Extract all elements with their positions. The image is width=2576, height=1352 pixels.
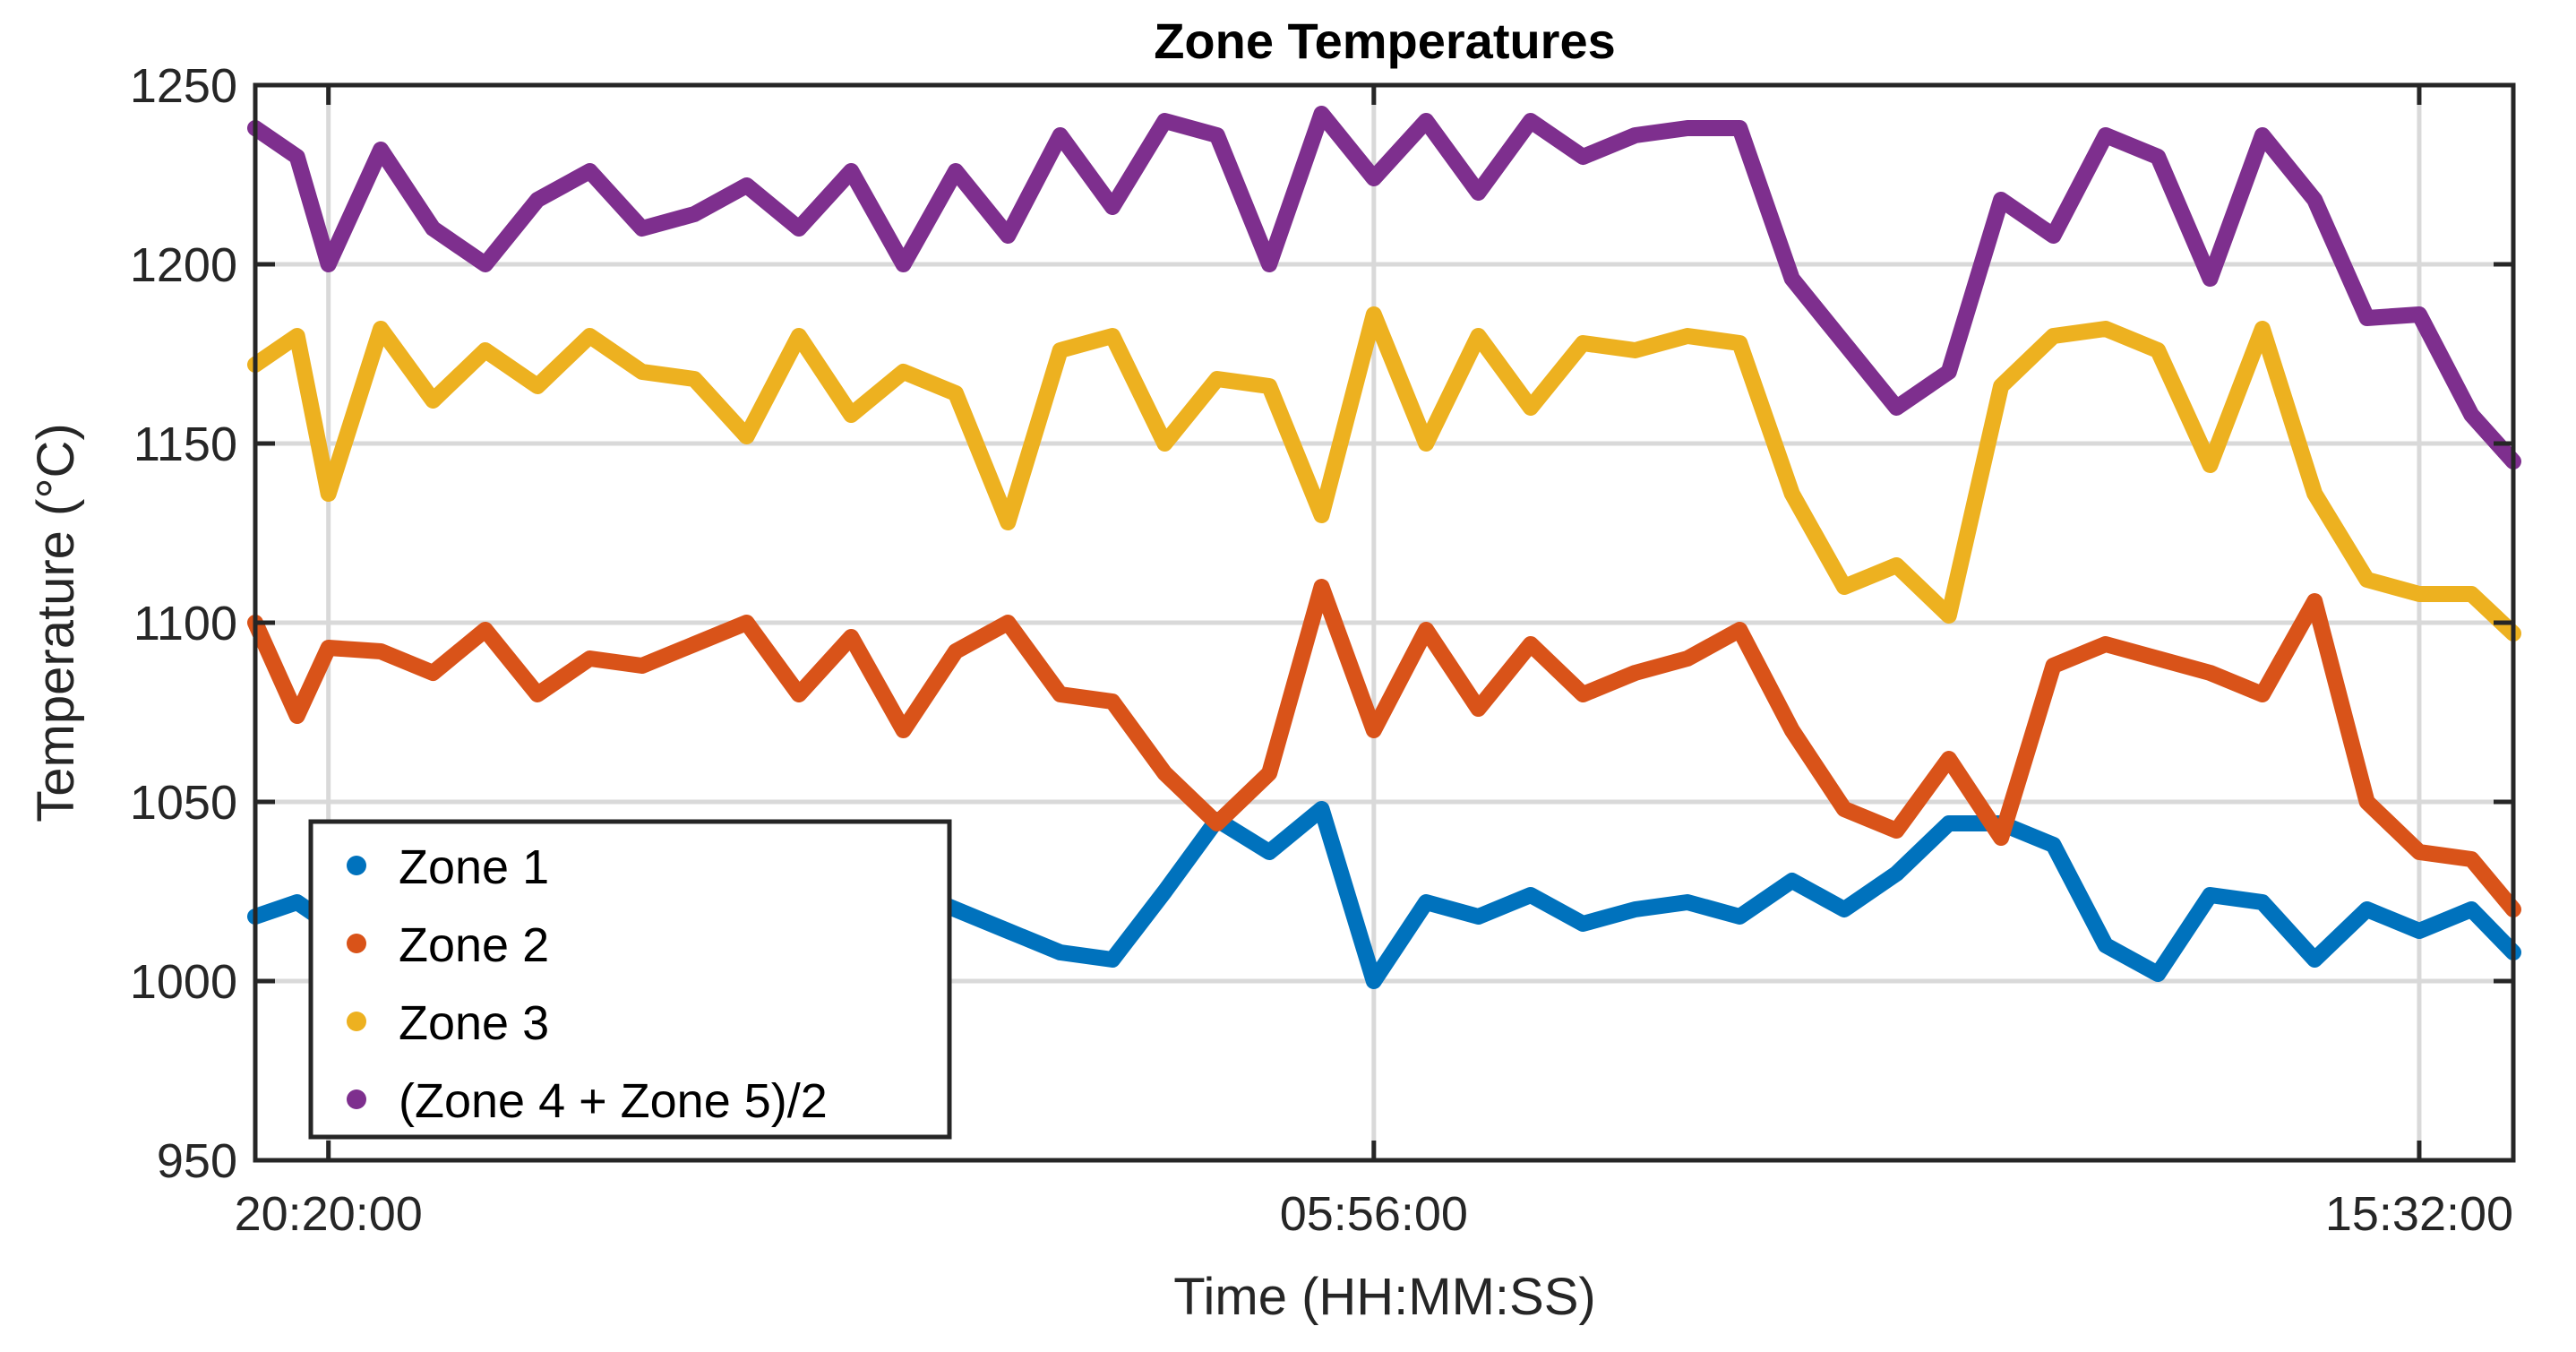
x-tick-label: 15:32:00 — [2325, 1187, 2513, 1241]
legend-label-zone-3: Zone 3 — [399, 996, 549, 1050]
series-line-zone-3 — [247, 306, 2521, 642]
chart-title: Zone Temperatures — [1154, 13, 1616, 69]
legend-label-zone-1: Zone 1 — [399, 840, 549, 894]
x-axis-label: Time (HH:MM:SS) — [1173, 1268, 1595, 1326]
series-line-zone-2 — [247, 579, 2521, 917]
y-tick-label: 1150 — [133, 418, 237, 471]
y-tick-label: 1000 — [130, 955, 237, 1009]
legend-label-zone-4-5: (Zone 4 + Zone 5)/2 — [399, 1074, 828, 1128]
y-tick-label: 1200 — [130, 238, 237, 292]
legend-marker-zone-4-5 — [347, 1089, 366, 1109]
y-tick-label: 1050 — [130, 776, 237, 830]
legend-marker-zone-3 — [347, 1012, 366, 1031]
legend-marker-zone-2 — [347, 934, 366, 953]
x-tick-label: 05:56:00 — [1280, 1187, 1468, 1241]
series-layer — [247, 106, 2521, 989]
legend: Zone 1 Zone 2 Zone 3 (Zone 4 + Zone 5)/2 — [308, 819, 952, 1140]
y-axis-label: Temperature (°C) — [27, 423, 85, 822]
y-tick-label: 1250 — [130, 59, 237, 113]
axis-ticks: 950 1000 1050 1100 1150 1200 1250 20:20:00 05:56… — [130, 59, 2513, 1241]
legend-label-zone-2: Zone 2 — [399, 918, 549, 972]
y-tick-label: 1100 — [133, 597, 237, 650]
x-tick-label: 20:20:00 — [235, 1187, 423, 1241]
y-tick-label: 950 — [157, 1134, 237, 1188]
series-line-zone-4-zone-5-2 — [247, 106, 2521, 469]
legend-marker-zone-1 — [347, 856, 366, 875]
legend-box — [308, 819, 952, 1140]
